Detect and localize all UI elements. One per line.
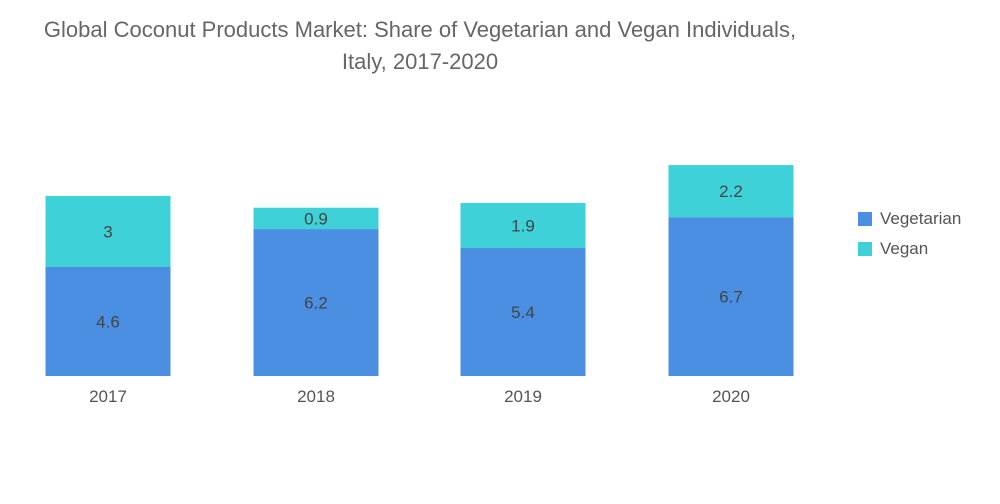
bar-vegan-2019[interactable] xyxy=(460,202,586,249)
legend-swatch-vegan xyxy=(858,242,872,256)
legend-swatch-vegetarian xyxy=(858,212,872,226)
value-label-vegetarian-2020: 6.7 xyxy=(719,288,743,307)
bar-vegan-2020[interactable] xyxy=(668,165,794,218)
x-tick-label-2019: 2019 xyxy=(504,387,542,406)
x-tick-label-2020: 2020 xyxy=(712,387,750,406)
chart-title-line-2: Italy, 2017-2020 xyxy=(341,49,499,74)
chart-title: Global Coconut Products Market: Share of… xyxy=(0,14,840,78)
bar-vegetarian-2019[interactable] xyxy=(460,248,586,376)
bar-vegetarian-2017[interactable] xyxy=(45,266,171,376)
x-tick-label-2018: 2018 xyxy=(297,387,335,406)
value-label-vegan-2020: 2.2 xyxy=(719,182,743,201)
bar-vegetarian-2020[interactable] xyxy=(668,217,794,376)
value-label-vegetarian-2018: 6.2 xyxy=(304,294,328,313)
bar-vegan-2018[interactable] xyxy=(253,207,379,230)
chart-legend: Vegetarian Vegan xyxy=(858,204,961,264)
value-label-vegan-2019: 1.9 xyxy=(511,217,535,236)
value-label-vegetarian-2019: 5.4 xyxy=(511,303,535,322)
legend-label-vegan: Vegan xyxy=(880,239,929,258)
value-label-vegan-2017: 3 xyxy=(103,222,112,241)
legend-item-vegetarian[interactable]: Vegetarian xyxy=(858,204,961,234)
value-label-vegan-2018: 0.9 xyxy=(304,209,328,228)
value-label-vegetarian-2017: 4.6 xyxy=(96,312,120,331)
legend-label-vegetarian: Vegetarian xyxy=(880,209,962,228)
bar-vegetarian-2018[interactable] xyxy=(253,229,379,376)
legend-item-vegan[interactable]: Vegan xyxy=(858,234,961,264)
bar-vegan-2017[interactable] xyxy=(45,195,171,267)
chart-title-line-1: Global Coconut Products Market: Share of… xyxy=(43,17,797,42)
x-tick-label-2017: 2017 xyxy=(89,387,127,406)
